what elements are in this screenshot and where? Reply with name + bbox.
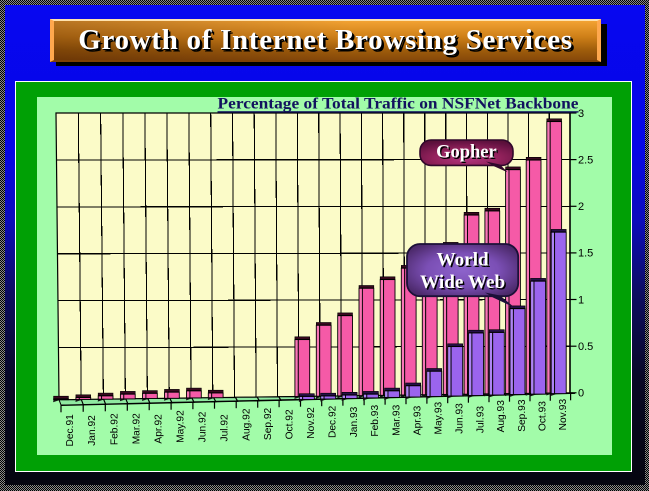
svg-text:Jul.92: Jul.92 <box>220 414 231 442</box>
svg-text:Nov.92: Nov.92 <box>306 407 317 439</box>
svg-text:May.92: May.92 <box>176 410 187 443</box>
svg-text:Jun.93: Jun.93 <box>455 403 466 434</box>
svg-text:May.93: May.93 <box>434 402 445 435</box>
svg-text:Jan.92: Jan.92 <box>87 415 98 446</box>
svg-text:Gopher: Gopher <box>437 144 498 164</box>
svg-text:2: 2 <box>578 201 584 213</box>
svg-text:Mar.92: Mar.92 <box>132 413 143 444</box>
svg-text:Wide Web: Wide Web <box>420 272 505 293</box>
svg-text:Nov.93: Nov.93 <box>558 399 569 431</box>
svg-text:Oct.92: Oct.92 <box>285 409 296 439</box>
svg-text:Jan.93: Jan.93 <box>349 406 360 437</box>
svg-text:Gopher: Gopher <box>436 143 497 163</box>
svg-text:1: 1 <box>578 294 584 306</box>
svg-text:Jul.93: Jul.93 <box>475 406 486 434</box>
svg-text:Aug.93: Aug.93 <box>496 400 507 433</box>
svg-text:Dec.92: Dec.92 <box>328 405 339 438</box>
svg-text:1.5: 1.5 <box>578 248 593 260</box>
svg-text:0: 0 <box>578 388 584 400</box>
svg-text:Feb.93: Feb.93 <box>370 405 381 437</box>
svg-text:Apr.93: Apr.93 <box>413 405 424 435</box>
svg-text:2.5: 2.5 <box>578 154 593 166</box>
svg-text:Sep.92: Sep.92 <box>263 407 274 440</box>
svg-text:Percentage of Total Traffic on: Percentage of Total Traffic on NSFNet Ba… <box>218 96 579 113</box>
svg-text:Mar.93: Mar.93 <box>391 404 402 435</box>
svg-text:Apr.92: Apr.92 <box>154 414 165 444</box>
svg-text:0.5: 0.5 <box>578 341 593 353</box>
svg-text:Dec.91: Dec.91 <box>65 414 76 447</box>
svg-text:Sep.93: Sep.93 <box>517 399 528 432</box>
svg-text:World: World <box>438 251 491 272</box>
svg-text:Feb.92: Feb.92 <box>109 413 120 445</box>
svg-text:Wide Web: Wide Web <box>422 274 507 295</box>
svg-text:Jun.92: Jun.92 <box>198 411 209 442</box>
svg-text:World: World <box>436 250 489 271</box>
svg-text:3: 3 <box>578 108 584 120</box>
svg-text:Oct.93: Oct.93 <box>537 401 548 431</box>
svg-text:Aug.92: Aug.92 <box>241 408 252 441</box>
